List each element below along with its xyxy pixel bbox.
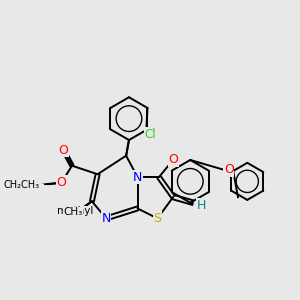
- Text: H: H: [197, 199, 206, 212]
- Text: ethyl: ethyl: [42, 183, 46, 184]
- Text: CH₂CH₃: CH₂CH₃: [4, 180, 40, 190]
- Text: Cl: Cl: [145, 128, 156, 141]
- Text: O: O: [168, 154, 178, 166]
- Text: methyl: methyl: [74, 213, 78, 214]
- Text: methyl: methyl: [72, 211, 77, 212]
- Text: CH₃: CH₃: [63, 207, 82, 217]
- Text: O: O: [58, 143, 68, 157]
- Text: N: N: [133, 171, 142, 184]
- Text: O: O: [224, 164, 234, 176]
- Text: S: S: [154, 212, 161, 225]
- Text: O: O: [56, 176, 66, 189]
- Text: methyl: methyl: [57, 206, 93, 216]
- Text: N: N: [101, 212, 111, 225]
